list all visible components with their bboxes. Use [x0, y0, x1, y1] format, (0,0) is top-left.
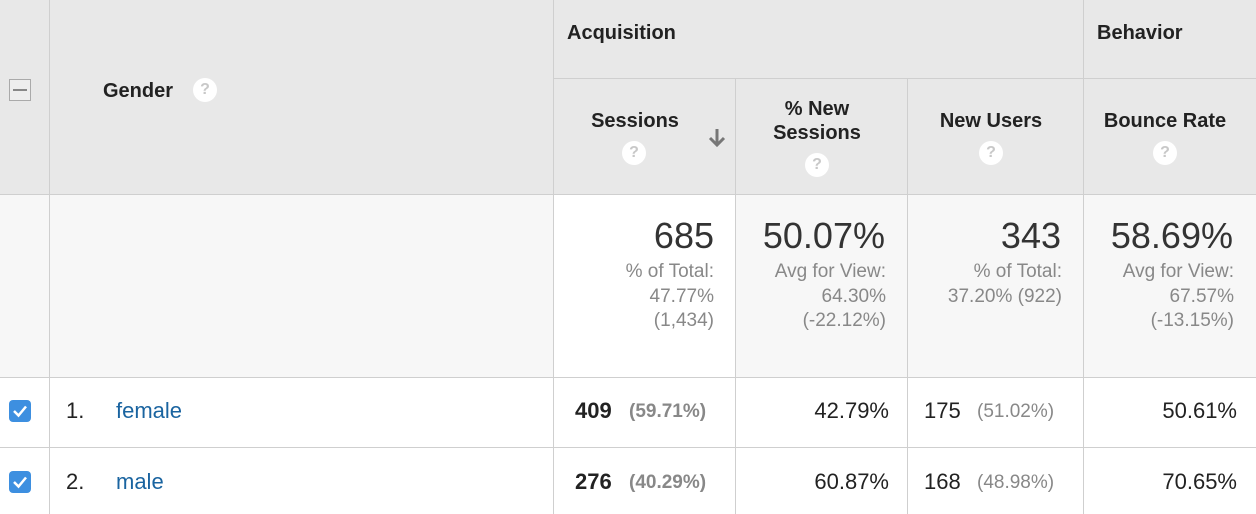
row-checkbox[interactable] — [9, 400, 31, 422]
column-header[interactable]: New Users — [939, 110, 1043, 132]
total-note: 37.20% (922) — [947, 286, 1062, 307]
total-value: 685 — [653, 215, 714, 256]
select-all-toggle[interactable] — [9, 79, 31, 101]
column-header[interactable]: Sessions — [591, 110, 679, 132]
new-users-share: (51.02%) — [977, 401, 1055, 422]
total-note: Avg for View: — [774, 261, 886, 282]
new-users-share: (48.98%) — [977, 472, 1055, 493]
dimension-header[interactable]: Gender — [103, 80, 174, 102]
dimension-link[interactable]: female — [116, 398, 183, 423]
row-index: 1. — [66, 398, 85, 423]
new-users: 168 — [924, 469, 961, 494]
row-checkbox[interactable] — [9, 471, 31, 493]
sessions: 276 — [575, 469, 612, 494]
sessions: 409 — [575, 398, 612, 423]
new-sessions-pct: 60.87% — [814, 469, 889, 494]
column-header[interactable]: Bounce Rate — [1103, 110, 1227, 132]
sort-arrow[interactable] — [707, 127, 727, 149]
help-icon[interactable]: ? — [193, 78, 217, 102]
total-note: % of Total: — [625, 261, 714, 282]
sorted-col-bg — [553, 195, 735, 377]
total-value: 58.69% — [1110, 215, 1233, 256]
sessions-share: (59.71%) — [629, 401, 707, 422]
total-note: 64.30% — [821, 286, 886, 307]
total-value: 50.07% — [762, 215, 885, 256]
column-header[interactable]: % New Sessions — [773, 98, 861, 144]
help-icon[interactable]: ? — [805, 153, 829, 177]
total-note: (1,434) — [653, 310, 714, 331]
bounce-rate: 70.65% — [1162, 469, 1237, 494]
new-users: 175 — [924, 398, 961, 423]
total-note: (-22.12%) — [802, 310, 886, 331]
help-icon[interactable]: ? — [622, 141, 646, 165]
group-header: Acquisition — [567, 22, 676, 44]
total-note: % of Total: — [973, 261, 1062, 282]
total-note: Avg for View: — [1122, 261, 1234, 282]
total-note: (-13.15%) — [1150, 310, 1234, 331]
total-note: 47.77% — [649, 286, 714, 307]
dimension-link[interactable]: male — [116, 469, 164, 494]
row-index: 2. — [66, 469, 85, 494]
help-icon[interactable]: ? — [1153, 141, 1177, 165]
total-note: 67.57% — [1169, 286, 1234, 307]
total-value: 343 — [1000, 215, 1061, 256]
sessions-share: (40.29%) — [629, 472, 707, 493]
help-icon[interactable]: ? — [979, 141, 1003, 165]
bounce-rate: 50.61% — [1162, 398, 1237, 423]
group-header: Behavior — [1097, 22, 1183, 44]
new-sessions-pct: 42.79% — [814, 398, 889, 423]
